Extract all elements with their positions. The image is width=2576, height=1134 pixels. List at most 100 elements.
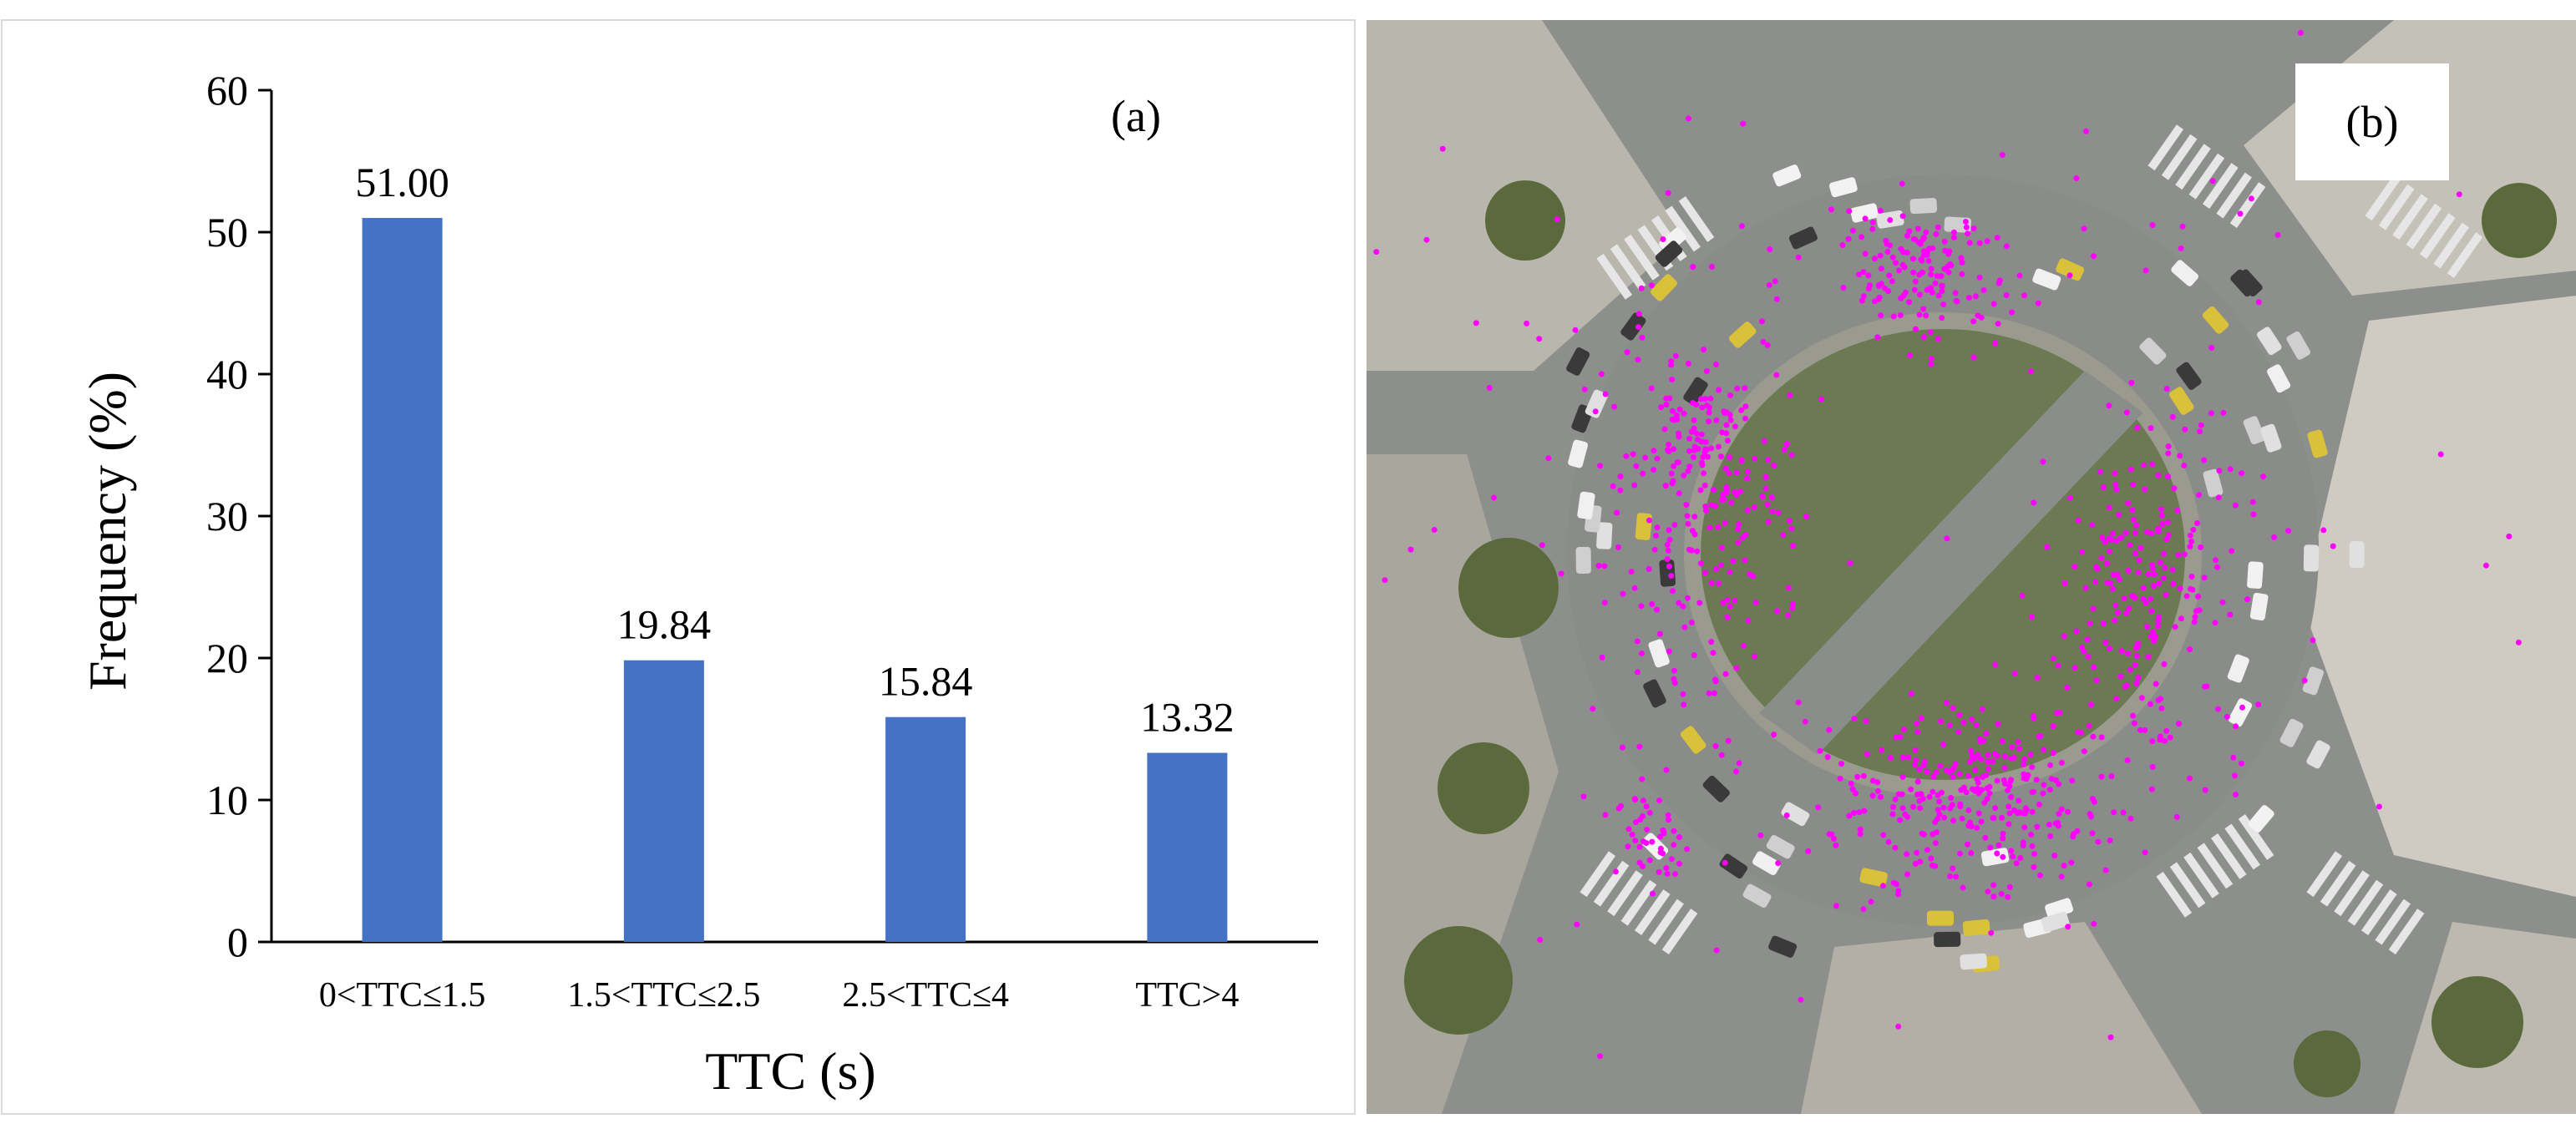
conflict-point bbox=[1992, 340, 1999, 347]
conflict-point bbox=[1772, 278, 1778, 285]
conflict-point bbox=[1666, 817, 1671, 823]
conflict-point bbox=[1554, 216, 1560, 222]
conflict-point bbox=[1676, 406, 1683, 413]
conflict-point bbox=[1975, 779, 1981, 786]
bar bbox=[623, 660, 704, 942]
conflict-point bbox=[1869, 225, 1876, 232]
conflict-point bbox=[2255, 299, 2262, 306]
conflict-point bbox=[2037, 872, 2043, 878]
conflict-point bbox=[1914, 778, 1921, 785]
conflict-point bbox=[1671, 871, 1678, 878]
conflict-point bbox=[1706, 418, 1712, 425]
conflict-point bbox=[2100, 620, 2107, 627]
conflict-point bbox=[1639, 776, 1645, 782]
data-label: 15.84 bbox=[879, 658, 973, 705]
conflict-point bbox=[2113, 538, 2120, 544]
conflict-point bbox=[1666, 563, 1672, 570]
conflict-point bbox=[2093, 677, 2100, 684]
conflict-point bbox=[1959, 271, 1965, 277]
vehicle bbox=[1568, 439, 1589, 468]
conflict-point bbox=[1671, 680, 1678, 686]
conflict-point bbox=[1572, 327, 1579, 333]
conflict-point bbox=[2112, 617, 2118, 624]
conflict-point bbox=[2029, 808, 2036, 815]
conflict-point bbox=[1986, 790, 1993, 797]
conflict-point bbox=[2173, 813, 2180, 820]
conflict-point bbox=[1643, 840, 1650, 846]
conflict-point bbox=[2019, 592, 2026, 599]
conflict-point bbox=[2106, 402, 2112, 409]
conflict-point bbox=[2081, 648, 2087, 655]
conflict-point bbox=[2040, 790, 2046, 797]
conflict-point bbox=[1685, 595, 1691, 601]
conflict-point bbox=[2065, 808, 2071, 815]
conflict-point bbox=[1775, 860, 1782, 867]
conflict-point bbox=[1774, 608, 1781, 615]
conflict-point bbox=[2020, 839, 2026, 846]
conflict-point bbox=[2209, 178, 2216, 185]
conflict-point bbox=[2163, 727, 2170, 734]
conflict-point bbox=[2113, 486, 2120, 493]
conflict-point bbox=[1975, 752, 1981, 758]
conflict-point bbox=[1783, 812, 1790, 818]
conflict-point bbox=[2029, 789, 2036, 795]
conflict-point bbox=[1537, 937, 1544, 943]
conflict-point bbox=[1580, 793, 1587, 800]
conflict-point bbox=[1646, 517, 1652, 524]
conflict-point bbox=[1981, 799, 1988, 806]
conflict-point bbox=[1878, 312, 1884, 319]
conflict-point bbox=[2170, 580, 2177, 587]
conflict-point bbox=[2106, 535, 2112, 542]
vehicle bbox=[1772, 165, 1802, 187]
conflict-point bbox=[1751, 504, 1757, 510]
conflict-point bbox=[1717, 453, 1724, 460]
conflict-point bbox=[1938, 718, 1944, 725]
conflict-point bbox=[1966, 758, 1973, 765]
conflict-point bbox=[1694, 430, 1700, 437]
conflict-point bbox=[1720, 491, 1727, 498]
conflict-point bbox=[2016, 272, 2023, 279]
conflict-point bbox=[2219, 599, 2226, 605]
conflict-point bbox=[1786, 585, 1792, 591]
conflict-point bbox=[1865, 286, 1872, 291]
conflict-point bbox=[1698, 438, 1705, 445]
conflict-point bbox=[1612, 868, 1619, 875]
conflict-point bbox=[2089, 796, 2096, 802]
conflict-point bbox=[2147, 701, 2153, 707]
data-label: 19.84 bbox=[617, 601, 712, 648]
conflict-point bbox=[1634, 638, 1640, 645]
conflict-point bbox=[1853, 790, 1859, 797]
conflict-point bbox=[1676, 600, 1682, 606]
conflict-point bbox=[2050, 656, 2056, 662]
conflict-point bbox=[1826, 831, 1833, 838]
conflict-point bbox=[1732, 489, 1738, 495]
conflict-point bbox=[1992, 805, 1999, 812]
conflict-point bbox=[1860, 293, 1867, 300]
conflict-point bbox=[1826, 726, 1833, 733]
conflict-point bbox=[1623, 453, 1630, 459]
conflict-point bbox=[2056, 709, 2063, 716]
conflict-point bbox=[1676, 834, 1682, 840]
conflict-point bbox=[2183, 593, 2190, 600]
conflict-point bbox=[2005, 787, 2011, 793]
crosswalk-stripe bbox=[2320, 860, 2356, 907]
conflict-point bbox=[2157, 559, 2163, 565]
conflict-point bbox=[1624, 349, 1630, 356]
conflict-point bbox=[2301, 677, 2308, 684]
conflict-point bbox=[1762, 474, 1769, 481]
conflict-point bbox=[1721, 496, 1727, 503]
conflict-point bbox=[2148, 608, 2155, 615]
conflict-point bbox=[2155, 617, 2162, 624]
conflict-point bbox=[1752, 455, 1758, 462]
conflict-point bbox=[2156, 580, 2162, 587]
conflict-point bbox=[1939, 789, 1945, 796]
conflict-point bbox=[1912, 762, 1919, 768]
conflict-point bbox=[2136, 557, 2142, 564]
conflict-point bbox=[2515, 639, 2522, 645]
conflict-point bbox=[1953, 873, 1960, 880]
panel-label-a: (a) bbox=[1111, 91, 1161, 141]
conflict-point bbox=[1702, 504, 1709, 509]
conflict-point bbox=[2188, 585, 2193, 592]
conflict-point bbox=[1697, 487, 1704, 494]
vehicle bbox=[2257, 327, 2282, 356]
